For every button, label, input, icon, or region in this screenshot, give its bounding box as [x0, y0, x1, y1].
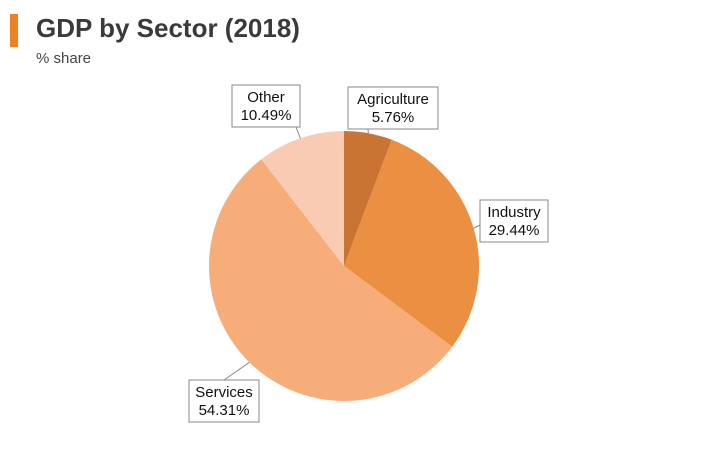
slice-label-services: Services — [195, 384, 253, 401]
pie-slice-agriculture — [344, 131, 392, 266]
slice-value-services: 54.31% — [199, 402, 250, 419]
label-box-industry — [479, 199, 549, 243]
chart-title: GDP by Sector (2018) — [36, 13, 300, 43]
slice-value-other: 10.49% — [241, 107, 292, 124]
pie-slice-services — [208, 159, 453, 401]
label-box-other — [231, 84, 301, 128]
leader-line-services — [223, 361, 250, 381]
pie-slices — [208, 131, 480, 401]
pie-slice-industry — [344, 139, 480, 347]
slice-label-other: Other — [247, 89, 285, 106]
pie-slice-other — [261, 131, 344, 266]
slice-label-industry: Industry — [487, 204, 541, 221]
label-box-services — [188, 379, 260, 423]
leader-line-industry — [473, 224, 481, 229]
leader-line-other — [295, 126, 301, 139]
chart-subtitle: % share — [36, 50, 92, 67]
label-box-agriculture — [347, 86, 439, 130]
slice-label-agriculture: Agriculture — [357, 91, 429, 108]
slice-value-agriculture: 5.76% — [372, 109, 415, 126]
slice-value-industry: 29.44% — [489, 222, 540, 239]
title-accent-bar — [10, 14, 18, 47]
